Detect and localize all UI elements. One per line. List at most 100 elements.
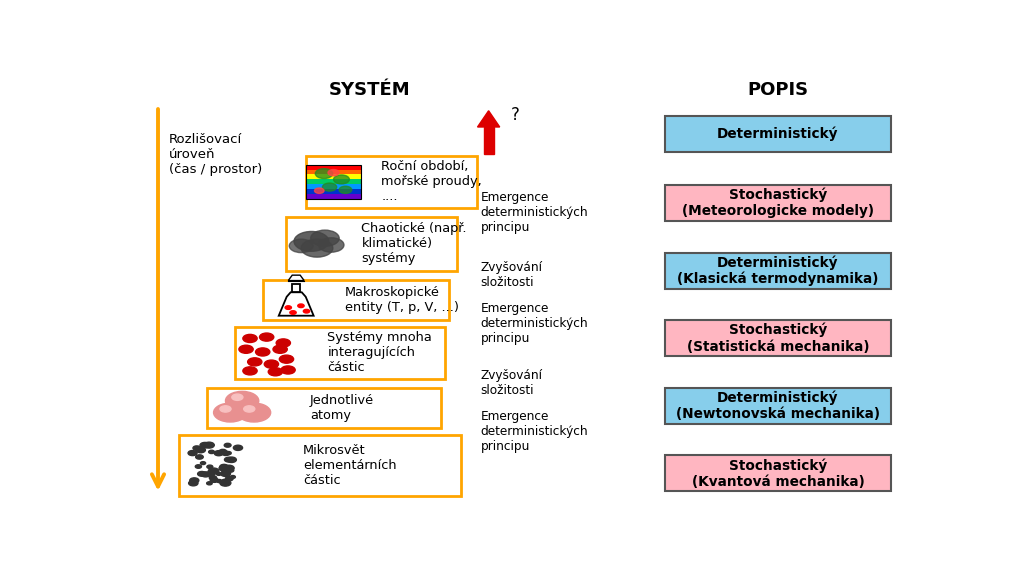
Circle shape xyxy=(222,479,228,483)
Text: Deterministický
(Klasická termodynamika): Deterministický (Klasická termodynamika) xyxy=(677,255,879,286)
Bar xyxy=(665,320,891,356)
Polygon shape xyxy=(478,111,499,127)
Text: Emergence
deterministických
principu: Emergence deterministických principu xyxy=(481,302,588,345)
Circle shape xyxy=(195,464,202,468)
Circle shape xyxy=(223,466,229,470)
Circle shape xyxy=(202,472,210,477)
Circle shape xyxy=(225,391,259,410)
Circle shape xyxy=(224,443,231,447)
Circle shape xyxy=(304,309,310,313)
Text: Emergence
deterministických
principu: Emergence deterministických principu xyxy=(481,410,588,453)
Bar xyxy=(306,184,361,189)
Bar xyxy=(484,127,494,153)
Circle shape xyxy=(279,355,294,363)
Circle shape xyxy=(214,450,223,456)
Text: POPIS: POPIS xyxy=(748,81,808,99)
Text: Zvyšování
složitosti: Zvyšování složitosti xyxy=(481,261,542,289)
Text: Stochastický
(Meteorologicke modely): Stochastický (Meteorologicke modely) xyxy=(682,188,874,218)
Circle shape xyxy=(189,478,198,483)
Bar xyxy=(179,435,460,496)
Text: Makroskopické
entity (T, p, V, ...): Makroskopické entity (T, p, V, ...) xyxy=(345,286,458,314)
Circle shape xyxy=(242,367,257,375)
Text: Zvyšování
složitosti: Zvyšování složitosti xyxy=(481,369,542,397)
Bar xyxy=(207,388,441,428)
Circle shape xyxy=(188,450,197,456)
Circle shape xyxy=(209,468,219,474)
Text: Chaotické (např.
klimatické)
systémy: Chaotické (např. klimatické) systémy xyxy=(361,222,466,265)
Circle shape xyxy=(242,335,257,342)
Bar xyxy=(665,253,891,288)
Circle shape xyxy=(314,188,324,194)
Bar xyxy=(665,116,891,152)
Text: Stochastický
(Statistická mechanika): Stochastický (Statistická mechanika) xyxy=(686,323,870,353)
Circle shape xyxy=(318,238,344,252)
Circle shape xyxy=(188,480,198,486)
Circle shape xyxy=(224,465,234,471)
Circle shape xyxy=(290,239,313,253)
Bar xyxy=(293,284,300,292)
Circle shape xyxy=(322,183,337,191)
Circle shape xyxy=(333,175,350,184)
Circle shape xyxy=(220,406,231,412)
Circle shape xyxy=(214,403,247,422)
Circle shape xyxy=(232,394,242,400)
Circle shape xyxy=(207,481,212,485)
Bar xyxy=(263,280,449,320)
Bar xyxy=(306,194,361,198)
Text: Deterministický
(Newtonovská mechanika): Deterministický (Newtonovská mechanika) xyxy=(676,390,880,421)
Circle shape xyxy=(220,480,231,486)
Circle shape xyxy=(290,311,297,314)
Text: SYSTÉM: SYSTÉM xyxy=(328,81,410,99)
Circle shape xyxy=(268,368,282,376)
Text: Roční období,
mořské proudy,
....: Roční období, mořské proudy, .... xyxy=(382,160,482,203)
Circle shape xyxy=(195,448,206,453)
Bar xyxy=(306,165,361,170)
Circle shape xyxy=(315,168,332,178)
Circle shape xyxy=(216,473,221,476)
Circle shape xyxy=(339,186,352,194)
Polygon shape xyxy=(288,275,304,281)
Bar xyxy=(306,189,361,194)
Circle shape xyxy=(281,366,296,374)
Circle shape xyxy=(239,345,253,353)
Bar xyxy=(306,165,361,198)
Circle shape xyxy=(201,442,210,448)
Bar xyxy=(306,179,361,184)
Text: Deterministický: Deterministický xyxy=(717,127,839,142)
Circle shape xyxy=(219,465,229,471)
Text: Emergence
deterministických
principu: Emergence deterministických principu xyxy=(481,191,588,233)
Circle shape xyxy=(222,466,231,471)
Circle shape xyxy=(201,462,206,464)
Text: Mikrosvět
elementárních
částic: Mikrosvět elementárních částic xyxy=(303,444,397,487)
Bar xyxy=(665,185,891,221)
Circle shape xyxy=(248,358,262,366)
Text: Rozlišovací
úroveň
(čas / prostor): Rozlišovací úroveň (čas / prostor) xyxy=(169,133,262,176)
Circle shape xyxy=(217,480,222,483)
Circle shape xyxy=(224,457,233,462)
Polygon shape xyxy=(278,292,314,316)
Circle shape xyxy=(207,465,213,469)
Circle shape xyxy=(273,345,287,353)
Bar xyxy=(665,455,891,491)
Circle shape xyxy=(256,348,270,356)
Circle shape xyxy=(264,360,278,368)
Text: Jednotlivé
atomy: Jednotlivé atomy xyxy=(310,394,374,422)
Circle shape xyxy=(193,446,201,450)
Circle shape xyxy=(227,469,234,472)
Circle shape xyxy=(210,476,217,480)
Circle shape xyxy=(221,471,230,476)
Circle shape xyxy=(233,445,242,450)
Bar xyxy=(306,170,361,174)
Circle shape xyxy=(219,449,227,453)
Circle shape xyxy=(210,478,218,483)
Bar xyxy=(306,174,361,179)
Circle shape xyxy=(243,406,255,412)
Circle shape xyxy=(230,476,235,479)
Circle shape xyxy=(298,304,304,308)
Text: Stochastický
(Kvantová mechanika): Stochastický (Kvantová mechanika) xyxy=(692,458,864,488)
Circle shape xyxy=(294,232,329,252)
Circle shape xyxy=(197,472,206,476)
Circle shape xyxy=(222,451,229,456)
Bar xyxy=(235,327,445,378)
Bar xyxy=(286,216,457,271)
